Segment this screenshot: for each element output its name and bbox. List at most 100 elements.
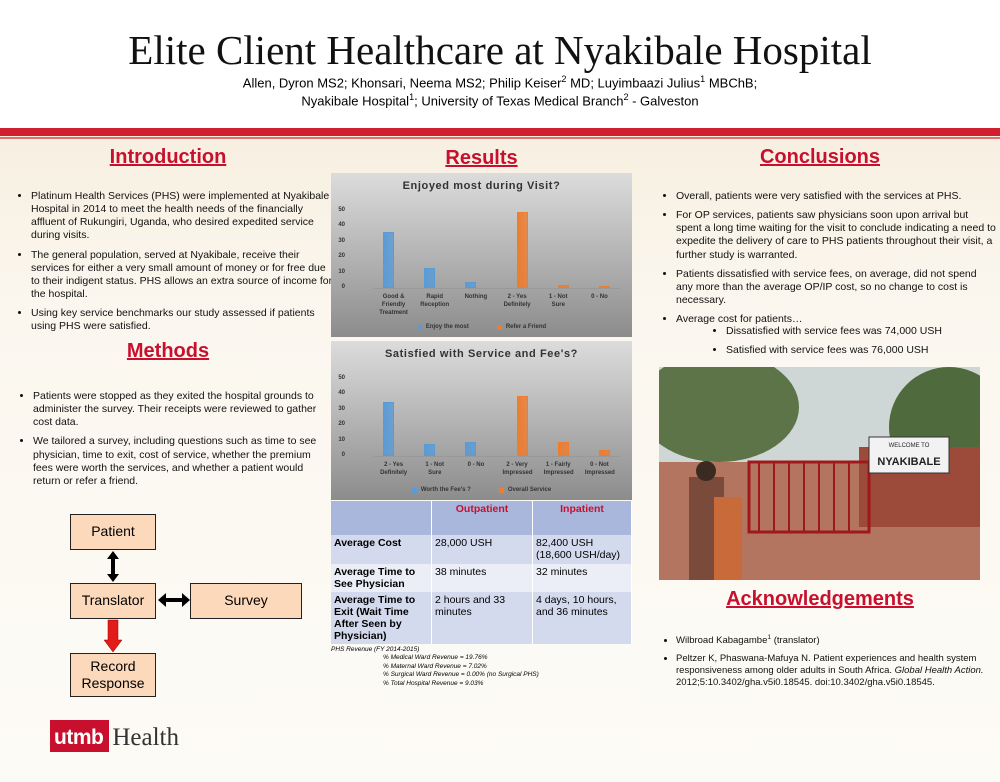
section-heading: Introduction bbox=[109, 146, 227, 168]
y-tick-label: 20 bbox=[338, 421, 345, 428]
table-header: Outpatient Inpatient bbox=[331, 501, 632, 535]
cell: 4 days, 10 hours, and 36 minutes bbox=[532, 592, 632, 644]
sign-text: NYAKIBALE bbox=[877, 456, 940, 468]
cell: Average Cost bbox=[331, 535, 432, 564]
legend-swatch bbox=[411, 487, 417, 493]
legend-label: Enjoy the most bbox=[425, 324, 469, 330]
section-heading: Methods bbox=[126, 340, 210, 362]
arrow bbox=[103, 619, 123, 653]
note-line: % Total Hospital Revenue = 9.03% bbox=[383, 679, 484, 687]
cell: Average Time to See Physician bbox=[331, 564, 432, 592]
cell: Inpatient bbox=[532, 501, 632, 535]
flow-node: Translator bbox=[70, 583, 156, 619]
cell: 32 minutes bbox=[532, 564, 632, 592]
bar bbox=[464, 442, 476, 456]
x-tick-label: 1 - Fairly Impressed bbox=[543, 462, 574, 477]
x-tick-label: 0 - No bbox=[467, 462, 485, 468]
arrow bbox=[158, 593, 190, 607]
gate-bars bbox=[758, 462, 850, 532]
legend-swatch bbox=[496, 324, 502, 330]
header-rule bbox=[0, 128, 1000, 136]
bar bbox=[599, 286, 611, 289]
flow-node: Patient bbox=[70, 514, 156, 550]
logo-text: Health bbox=[112, 724, 179, 751]
italic: Global Health Action. bbox=[894, 664, 984, 676]
chart-title: Enjoyed most during Visit? bbox=[402, 180, 561, 192]
revenue-notes: PHS Revenue (FY 2014-2015) % Medical War… bbox=[331, 646, 539, 688]
legend-swatch bbox=[498, 487, 504, 493]
superscript: 1 bbox=[767, 634, 772, 641]
text: 2012;5:10.3402/gha.v5i0.18545. doi:10.34… bbox=[676, 676, 935, 688]
methods-list: Patients were stopped as they exited the… bbox=[17, 390, 333, 494]
section-heading: Acknowledgements bbox=[726, 588, 914, 610]
cell: 2 hours and 33 minutes bbox=[431, 592, 533, 644]
cell: 82,400 USH (18,600 USH/day) bbox=[532, 535, 632, 564]
y-tick-label: 10 bbox=[338, 436, 345, 443]
cell bbox=[331, 501, 432, 535]
text: MBChB; bbox=[705, 75, 758, 91]
legend-label: Worth the Fee's ? bbox=[420, 487, 471, 493]
bullet: Peltzer K, Phaswana-Mafuya N. Patient ex… bbox=[676, 653, 996, 689]
table-row: Average Cost 28,000 USH 82,400 USH (18,6… bbox=[331, 535, 632, 564]
superscript: 2 bbox=[623, 92, 629, 102]
logo: utmb Health bbox=[50, 714, 179, 752]
flow-node: Survey bbox=[190, 583, 302, 619]
y-tick-label: 30 bbox=[338, 405, 345, 412]
bar bbox=[464, 281, 476, 288]
title: Elite Client Healthcare at Nyakibale Hos… bbox=[128, 27, 872, 73]
ack-list: Wilbroad Kabagambe1 (translator) Peltzer … bbox=[660, 634, 996, 695]
x-tick-label: 2 - Yes Definitely bbox=[380, 462, 408, 477]
x-tick-label: 1 - Not Sure bbox=[548, 294, 568, 309]
legend-label: Refer a Friend bbox=[505, 324, 547, 330]
authors: Allen, Dyron MS2; Khonsari, Neema MS2; P… bbox=[0, 74, 1000, 90]
text: - Galveston bbox=[628, 93, 699, 109]
x-tick-label: Good & Friendly Treatment bbox=[379, 294, 408, 317]
tree bbox=[659, 367, 799, 462]
bullet: Satisfied with service fees was 76,000 U… bbox=[726, 344, 996, 357]
y-tick-label: 10 bbox=[338, 268, 345, 275]
affiliations: Nyakibale Hospital1; University of Texas… bbox=[0, 92, 1000, 108]
bullet: For OP services, patients saw physicians… bbox=[676, 209, 996, 262]
x-tick-label: Rapid Reception bbox=[420, 294, 450, 309]
cell: 38 minutes bbox=[431, 564, 533, 592]
legend: Worth the Fee's ? Overall Service bbox=[331, 487, 632, 493]
note-line: % Maternal Ward Revenue = 7.02% bbox=[383, 662, 487, 670]
gate bbox=[747, 460, 871, 534]
bar-chart: Satisfied with Service and Fee's? 0 10 20 30… bbox=[331, 341, 632, 500]
bullet: Platinum Health Services (PHS) were impl… bbox=[31, 190, 333, 243]
notes-lines: % Medical Ward Revenue = 19.76%% Materna… bbox=[331, 654, 539, 688]
bar bbox=[517, 212, 529, 288]
y-tick-label: 40 bbox=[338, 222, 345, 229]
notes-title: PHS Revenue (FY 2014-2015) bbox=[331, 646, 420, 653]
x-tick-label: 0 - Not Impressed bbox=[584, 462, 615, 477]
text: ; University of Texas Medical Branch bbox=[414, 93, 624, 109]
text: MD; Luyimbaazi Julius bbox=[566, 75, 701, 91]
bullet: Overall, patients were very satisfied wi… bbox=[676, 190, 996, 203]
text: Peltzer K, Phaswana-Mafuya N. Patient ex… bbox=[676, 653, 977, 676]
legend-item: Enjoy the most bbox=[416, 324, 469, 330]
chart-title: Satisfied with Service and Fee's? bbox=[385, 348, 578, 360]
bullet: Patients dissatisfied with service fees,… bbox=[676, 268, 996, 307]
y-tick-label: 30 bbox=[338, 237, 345, 244]
bullet: Patients were stopped as they exited the… bbox=[33, 390, 333, 429]
bar bbox=[423, 443, 435, 456]
bar bbox=[558, 442, 570, 456]
bar bbox=[517, 395, 529, 456]
superscript: 1 bbox=[700, 74, 706, 84]
legend: Enjoy the most Refer a Friend bbox=[331, 324, 632, 330]
legend-item: Refer a Friend bbox=[496, 324, 547, 330]
superscript: 2 bbox=[561, 74, 567, 84]
legend-item: Worth the Fee's ? bbox=[411, 487, 471, 493]
y-tick-label: 20 bbox=[338, 253, 345, 260]
text: Allen, Dyron MS2; Khonsari, Neema MS2; P… bbox=[242, 75, 562, 91]
header-band bbox=[0, 0, 1000, 128]
x-tick-label: 0 - No bbox=[591, 294, 608, 300]
legend-swatch bbox=[416, 324, 422, 330]
cell: 28,000 USH bbox=[431, 535, 533, 564]
text: (translator) bbox=[771, 635, 820, 647]
cell: Average Time to Exit (Wait Time After Se… bbox=[331, 592, 432, 644]
x-tick-label: Nothing bbox=[464, 294, 488, 300]
flow-arrows bbox=[103, 551, 190, 653]
bar bbox=[599, 449, 611, 456]
